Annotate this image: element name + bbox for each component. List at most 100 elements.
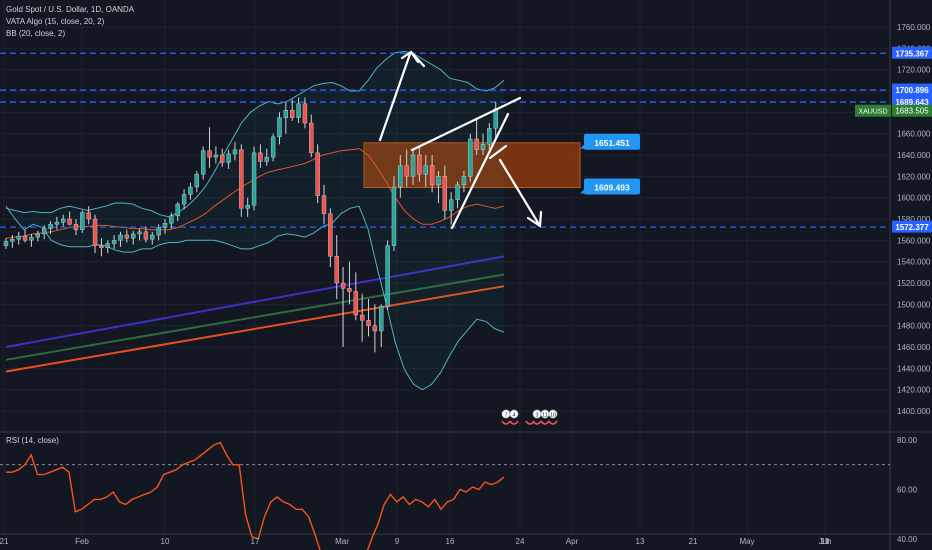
ma-blue-line	[5, 255, 505, 348]
level-tag-box	[892, 95, 932, 108]
time-tick-label: 11	[821, 537, 830, 546]
candle-body	[334, 256, 339, 284]
last-price-tag-box	[892, 104, 932, 117]
candle-body	[232, 149, 238, 155]
price-callout-box	[584, 133, 640, 150]
time-tick-label: May	[739, 537, 754, 546]
price-tick-label: 1580.000	[897, 215, 931, 224]
price-axis[interactable]: 1400.000 1420.000 1440.000 1460.000 1480.000…	[855, 23, 932, 544]
candle-body	[124, 234, 130, 239]
time-tick-label: 24	[516, 537, 525, 546]
candle-body	[194, 173, 200, 188]
event-badge-arc	[509, 420, 519, 425]
candle-body	[86, 212, 91, 220]
candle-body	[99, 245, 104, 249]
price-tick-label: 1480.000	[897, 322, 931, 331]
candle-body	[245, 204, 250, 209]
candle-body	[130, 233, 136, 239]
price-callout: 1651.451	[580, 133, 640, 150]
price-tick-label: 1400.000	[897, 407, 931, 416]
price-tick-label: 1760.000	[897, 23, 931, 32]
time-tick-label: 21	[0, 537, 9, 546]
rsi-legend[interactable]: RSI (14, close)	[6, 436, 59, 445]
price-tick-label: 1660.000	[897, 130, 931, 139]
symbol-tag-box	[855, 104, 891, 117]
candle-body	[137, 231, 142, 235]
candle-body	[10, 239, 15, 242]
legend-symbol[interactable]: Gold Spot / U.S. Dollar, 1D, OANDA	[6, 5, 135, 14]
price-tick-label: 1500.000	[897, 300, 931, 309]
candle-body	[296, 103, 301, 118]
chart-legend: Gold Spot / U.S. Dollar, 1D, OANDA VATA …	[6, 4, 134, 40]
price-tick-label: 1440.000	[897, 364, 931, 373]
price-callout-box	[584, 178, 640, 195]
candle-body	[321, 195, 327, 214]
candle-body	[461, 176, 467, 186]
ma-red-line	[5, 285, 505, 373]
candle-body	[423, 165, 428, 175]
candle-body	[487, 128, 492, 145]
event-badge-arc	[540, 420, 550, 425]
price-tick-label: 1620.000	[897, 172, 931, 181]
time-tick-label: Mar	[335, 537, 349, 546]
time-tick-label: 13	[636, 537, 645, 546]
event-badge-label: 11	[542, 413, 548, 419]
event-badge-arc	[532, 420, 542, 425]
level-tag-label: 1572.377	[895, 223, 929, 232]
bb-fill	[6, 51, 504, 390]
candle-body	[162, 223, 168, 228]
candle-body	[302, 103, 308, 124]
event-badge-arc	[548, 420, 558, 425]
candlesticks	[3, 97, 498, 353]
time-tick-label: Apr	[566, 537, 579, 546]
time-tick-label: 19	[821, 537, 830, 546]
candle-body	[92, 218, 98, 246]
candle-body	[385, 245, 390, 307]
event-badge-label: 3	[535, 413, 538, 419]
price-callout: 1609.493	[580, 178, 640, 195]
candle-body	[436, 176, 441, 186]
price-callout-label: 1651.451	[594, 138, 630, 148]
price-callouts: 1651.451 1609.493	[580, 133, 640, 195]
event-badge-arc	[501, 420, 511, 425]
level-tag-box	[892, 220, 932, 233]
candle-body	[41, 228, 47, 235]
legend-vata-algo[interactable]: VATA Algo (15, close, 20, 2)	[6, 17, 105, 26]
event-badge-label: 7	[504, 413, 507, 419]
wedge-mini-stroke	[488, 144, 508, 160]
legend-bb[interactable]: BB (20, close, 2)	[6, 29, 66, 38]
candle-body	[200, 150, 206, 175]
rsi-tick-label: 60.00	[897, 486, 918, 495]
candle-body	[410, 154, 416, 177]
candle-body	[379, 306, 384, 332]
time-tick-label: Jun	[819, 537, 832, 546]
candle-body	[111, 240, 117, 244]
candle-body	[468, 138, 473, 177]
price-callout-tail	[580, 185, 588, 194]
level-tag-label: 1700.896	[895, 86, 929, 95]
price-tick-label: 1460.000	[897, 343, 931, 352]
candle-body	[372, 325, 378, 332]
candle-body	[105, 243, 110, 249]
price-tick-label: 1720.000	[897, 66, 931, 75]
candle-body	[366, 320, 371, 326]
time-tick-label: 9	[395, 537, 400, 546]
event-badges[interactable]: 7 4 3 11 10	[501, 409, 558, 425]
candle-body	[175, 203, 180, 216]
ma-green-line	[5, 273, 505, 361]
candle-body	[328, 213, 333, 257]
level-tag-label: 1689.643	[895, 98, 929, 107]
price-tick-label: 1420.000	[897, 386, 931, 395]
candle-body	[61, 218, 66, 223]
rsi-tick-label: 80.00	[897, 436, 918, 445]
candle-body	[251, 152, 257, 206]
candle-body	[73, 224, 79, 230]
candle-body	[80, 212, 85, 230]
price-tick-label: 1560.000	[897, 236, 931, 245]
candle-body	[455, 184, 460, 201]
bb-lower-line	[5, 205, 505, 391]
event-badge-label: 4	[512, 413, 515, 419]
candle-body	[67, 218, 72, 225]
